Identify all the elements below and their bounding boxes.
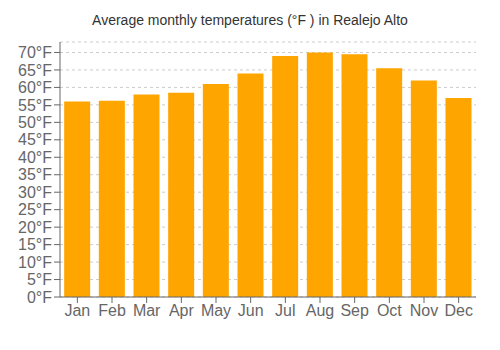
svg-text:Nov: Nov bbox=[410, 302, 438, 319]
svg-text:Mar: Mar bbox=[133, 302, 161, 319]
svg-text:Dec: Dec bbox=[444, 302, 472, 319]
svg-text:55°F: 55°F bbox=[18, 97, 52, 114]
svg-text:May: May bbox=[201, 302, 231, 319]
svg-text:Jan: Jan bbox=[64, 302, 90, 319]
svg-text:Aug: Aug bbox=[306, 302, 334, 319]
svg-text:Apr: Apr bbox=[169, 302, 195, 319]
svg-text:25°F: 25°F bbox=[18, 201, 52, 218]
svg-text:70°F: 70°F bbox=[18, 44, 52, 61]
svg-text:30°F: 30°F bbox=[18, 184, 52, 201]
svg-text:Oct: Oct bbox=[377, 302, 402, 319]
svg-text:60°F: 60°F bbox=[18, 79, 52, 96]
svg-text:5°F: 5°F bbox=[27, 271, 52, 288]
svg-text:15°F: 15°F bbox=[18, 236, 52, 253]
html-text:Average monthly temperatures (: Average monthly temperatures (°F ) in Re… bbox=[92, 12, 408, 28]
svg-text:Jul: Jul bbox=[275, 302, 295, 319]
svg-text:10°F: 10°F bbox=[18, 254, 52, 271]
svg-text:0°F: 0°F bbox=[27, 289, 52, 306]
svg-text:Feb: Feb bbox=[98, 302, 126, 319]
svg-text:Jun: Jun bbox=[238, 302, 264, 319]
svg-text:45°F: 45°F bbox=[18, 131, 52, 148]
svg-text:Sep: Sep bbox=[340, 302, 369, 319]
svg-text:65°F: 65°F bbox=[18, 62, 52, 79]
svg-text:50°F: 50°F bbox=[18, 114, 52, 131]
svg-text:40°F: 40°F bbox=[18, 149, 52, 166]
svg-text:20°F: 20°F bbox=[18, 219, 52, 236]
svg-text:35°F: 35°F bbox=[18, 166, 52, 183]
